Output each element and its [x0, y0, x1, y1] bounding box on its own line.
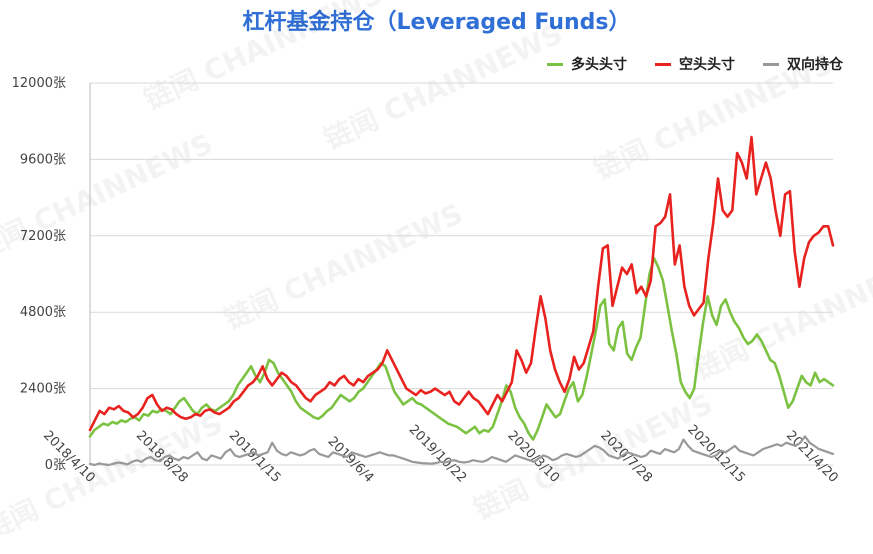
- y-tick-label: 7200张: [20, 229, 66, 244]
- legend-label-long: 多头头寸: [571, 57, 627, 73]
- x-tick-label: 2019/10/22: [406, 422, 470, 486]
- legend-swatch-short: [655, 62, 671, 66]
- legend-item-spread[interactable]: 双向持仓: [763, 54, 843, 74]
- x-tick-label: 2019/1/15: [226, 428, 284, 486]
- y-tick-label: 2400张: [20, 382, 66, 397]
- watermark-text: 链闻 CHAINNEWS: [0, 407, 228, 546]
- y-tick-label: 0张: [45, 458, 66, 473]
- chart-legend: 多头头寸 空头头寸 双向持仓: [547, 54, 843, 74]
- legend-swatch-spread: [763, 62, 779, 66]
- series-line-1: [88, 135, 835, 432]
- chart-title: 杠杆基金持仓（Leveraged Funds）: [242, 10, 631, 35]
- watermark-text: 链闻 CHAINNEWS: [689, 247, 873, 386]
- series-line-2: [88, 435, 835, 467]
- legend-label-spread: 双向持仓: [787, 57, 843, 73]
- watermark-text: 链闻 CHAINNEWS: [319, 17, 568, 156]
- watermark-text: 链闻 CHAINNEWS: [139, 0, 388, 116]
- watermark-text: 链闻 CHAINNEWS: [589, 47, 838, 186]
- y-tick-label: 12000张: [12, 76, 66, 91]
- watermark-text: 链闻 CHAINNEWS: [469, 387, 718, 526]
- x-tick-label: 2019/6/4: [325, 434, 377, 486]
- y-tick-label: 4800张: [20, 305, 66, 320]
- legend-label-short: 空头头寸: [679, 57, 735, 73]
- legend-item-short[interactable]: 空头头寸: [655, 54, 735, 74]
- series-line-0: [88, 256, 835, 441]
- legend-item-long[interactable]: 多头头寸: [547, 54, 627, 74]
- y-tick-label: 9600张: [20, 152, 66, 167]
- watermark-text: 链闻 CHAINNEWS: [219, 197, 468, 336]
- x-tick-label: 2021/4/20: [783, 428, 841, 486]
- legend-swatch-long: [547, 62, 563, 66]
- watermark-text: 链闻 CHAINNEWS: [0, 127, 218, 266]
